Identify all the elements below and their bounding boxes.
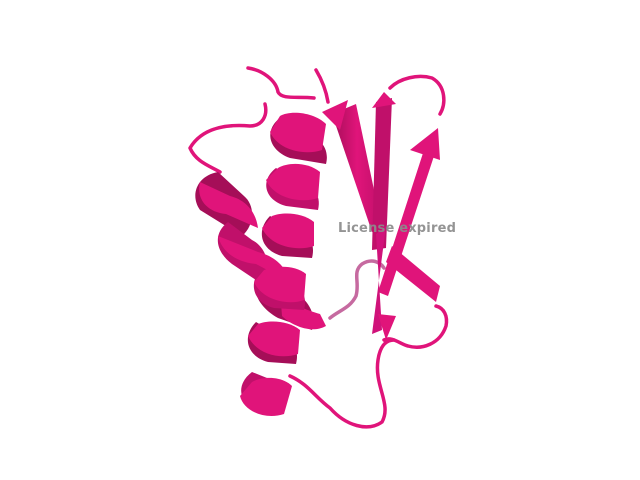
beta-strand-5	[386, 246, 440, 302]
beta-sheet	[322, 92, 440, 340]
beta-strand-4-arrowhead	[378, 314, 396, 340]
c-terminal-loop	[288, 338, 396, 429]
loop-coils	[188, 66, 449, 429]
license-watermark: License expired	[338, 221, 457, 236]
n-terminal-loop	[246, 66, 316, 100]
beta-strand-2-arrowhead	[372, 92, 396, 108]
beta-strand-3-arrowhead	[410, 128, 440, 160]
strand-start-loop	[314, 68, 330, 104]
hairpin-top-loop	[388, 74, 446, 116]
beta-strand-1-arrowhead	[322, 100, 348, 130]
beta-strand-2	[372, 98, 392, 250]
helix-2	[240, 112, 327, 416]
right-loop	[382, 304, 449, 349]
top-loop	[188, 102, 268, 174]
beta-strand-1	[332, 104, 382, 232]
beta-strand-4	[372, 226, 386, 334]
middle-loop	[328, 259, 386, 320]
